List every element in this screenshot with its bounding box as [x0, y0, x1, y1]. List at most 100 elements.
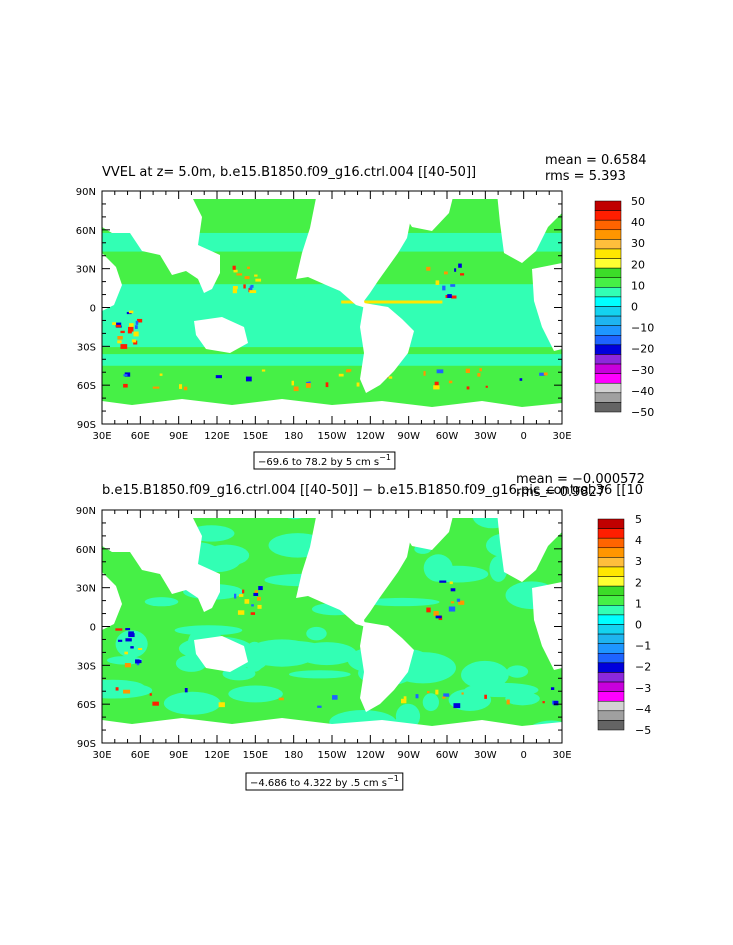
- x-tick-label: 120E: [204, 431, 229, 442]
- extreme-value-spot: [278, 697, 284, 701]
- extreme-value-spot: [125, 628, 131, 631]
- x-tick-label: 0: [520, 431, 526, 442]
- extreme-value-spot: [426, 607, 431, 613]
- x-tick-label: 150E: [243, 750, 268, 761]
- x-tick-label: 60E: [131, 431, 150, 442]
- extreme-value-spot: [435, 280, 440, 286]
- y-tick-label: 60S: [77, 700, 96, 711]
- extreme-value-spot: [124, 651, 128, 655]
- cyan-patch: [163, 691, 221, 715]
- extreme-value-spot: [243, 284, 246, 289]
- colorbar-label: 50: [631, 195, 645, 208]
- extreme-value-spot: [484, 694, 487, 699]
- colorbar-label: −1: [635, 640, 651, 653]
- colorbar-label: −10: [631, 322, 654, 335]
- colorbar-label: 20: [631, 258, 645, 271]
- extreme-value-spot: [450, 588, 456, 592]
- extreme-value-spot: [356, 382, 360, 387]
- x-tick-label: 30W: [474, 431, 497, 442]
- extreme-value-spot: [291, 380, 295, 386]
- extreme-value-spot: [244, 599, 250, 604]
- extreme-value-spot: [133, 340, 138, 345]
- extreme-value-spot: [477, 373, 481, 377]
- extreme-value-spot: [123, 374, 128, 377]
- extreme-value-spot: [133, 331, 139, 337]
- extreme-value-spot: [232, 286, 238, 290]
- map-field: [102, 510, 562, 743]
- colorbar-swatch: [597, 528, 625, 539]
- colorbar-swatch: [597, 681, 625, 692]
- colorbar-swatch: [597, 633, 625, 644]
- extreme-value-spot: [456, 598, 461, 602]
- cyan-patch: [228, 685, 283, 703]
- extreme-value-spot: [115, 687, 119, 691]
- colorbar-label: 2: [635, 576, 642, 589]
- extreme-value-spot: [149, 693, 152, 696]
- x-tick-label: 90E: [169, 750, 188, 761]
- x-tick-label: 120W: [356, 750, 385, 761]
- extreme-value-spot: [453, 703, 461, 709]
- equatorial-jet: [341, 300, 443, 304]
- extreme-value-spot: [232, 289, 238, 294]
- y-tick-label: 60N: [76, 545, 96, 556]
- extreme-value-spot: [423, 371, 426, 376]
- colorbar-swatch: [597, 537, 625, 549]
- cyan-patch: [464, 682, 539, 698]
- extreme-value-spot: [127, 326, 134, 332]
- cyan-patch: [288, 670, 351, 679]
- extreme-value-spot: [127, 330, 132, 334]
- colorbar-label: −3: [635, 682, 651, 695]
- colorbar-swatch: [597, 547, 625, 558]
- y-tick-label: 0: [90, 304, 96, 315]
- colorbar-swatch: [597, 576, 625, 587]
- extreme-value-spot: [258, 586, 263, 591]
- extreme-value-spot: [451, 295, 457, 299]
- extreme-value-spot: [434, 381, 439, 387]
- extreme-value-spot: [135, 659, 140, 664]
- extreme-value-spot: [448, 606, 456, 612]
- extreme-value-spot: [479, 368, 482, 372]
- colorbar-swatch: [594, 258, 622, 269]
- extreme-value-spot: [317, 705, 322, 708]
- extreme-value-spot: [128, 633, 135, 638]
- extreme-value-spot: [485, 385, 488, 388]
- x-tick-label: 90E: [169, 431, 188, 442]
- chart-title: b.e15.B1850.f09_g16.ctrl.004 [[40-50]] −…: [102, 483, 643, 498]
- extreme-value-spot: [519, 378, 523, 381]
- y-tick-label: 90S: [77, 420, 96, 431]
- chart-panel-1: VVEL at z= 5.0m, b.e15.B1850.f09_g16.ctr…: [76, 153, 654, 470]
- extreme-value-spot: [117, 340, 122, 344]
- extreme-value-spot: [234, 593, 237, 599]
- colorbar-swatch: [597, 710, 625, 721]
- colorbar-label: −50: [631, 406, 654, 419]
- colorbar-label: −20: [631, 343, 654, 356]
- extreme-value-spot: [137, 318, 143, 323]
- cyan-patch: [106, 656, 143, 665]
- colorbar-swatch: [597, 653, 625, 664]
- colorbar-swatch: [597, 643, 625, 654]
- colorbar-label: 10: [631, 279, 645, 292]
- extreme-value-spot: [454, 268, 457, 272]
- extreme-value-spot: [256, 596, 261, 601]
- x-tick-label: 120E: [204, 750, 229, 761]
- extreme-value-spot: [117, 639, 123, 642]
- extreme-value-spot: [120, 344, 128, 349]
- extreme-value-spot: [247, 266, 250, 269]
- cyan-patch: [102, 682, 153, 699]
- y-tick-label: 0: [90, 623, 96, 634]
- extreme-value-spot: [458, 263, 462, 268]
- extreme-value-spot: [128, 310, 134, 314]
- colorbar-swatch: [597, 605, 625, 616]
- extreme-value-spot: [450, 601, 455, 604]
- colorbar-swatch: [594, 325, 622, 336]
- extreme-value-spot: [466, 386, 470, 390]
- colorbar-swatch: [594, 306, 622, 317]
- colorbar-label: 5: [635, 513, 642, 526]
- colorbar-swatch: [597, 672, 625, 683]
- colorbar-swatch: [594, 373, 622, 384]
- extreme-value-spot: [426, 266, 431, 271]
- extreme-value-spot: [261, 369, 266, 372]
- x-tick-label: 60W: [436, 750, 459, 761]
- extreme-value-spot: [251, 604, 254, 607]
- extreme-value-spot: [254, 590, 259, 595]
